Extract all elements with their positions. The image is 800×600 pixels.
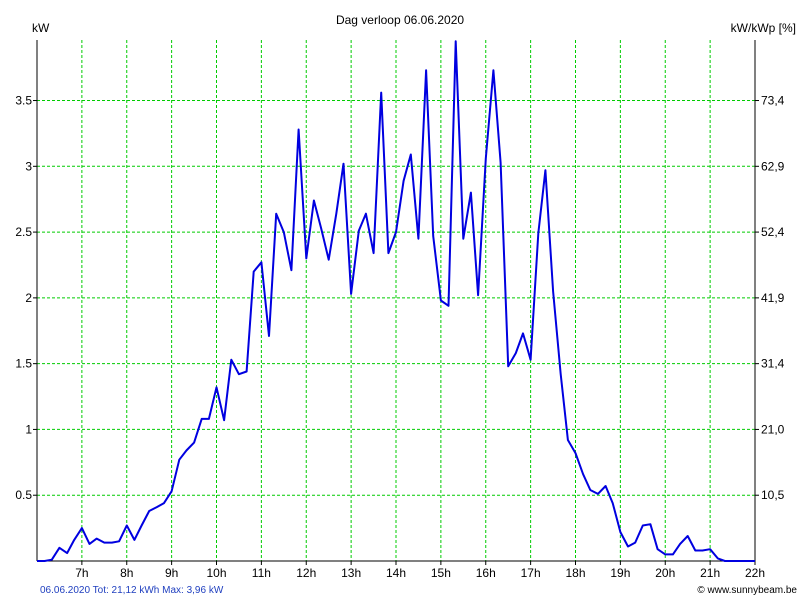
x-tick-label: 20h	[655, 566, 675, 580]
tick-labels: 7h 8h 9h 10h 11h 12h 13h 14h 15h 16h 17h 18h 19h 20h 2…	[15, 94, 784, 580]
y-right-tick-label: 31,4	[761, 357, 785, 371]
x-tick-label: 7h	[75, 566, 88, 580]
grid	[37, 40, 755, 561]
x-tick-label: 19h	[610, 566, 630, 580]
y-left-tick-label: 0.5	[15, 488, 32, 502]
y-left-tick-label: 2	[25, 291, 32, 305]
y-right-tick-label: 52,4	[761, 225, 785, 239]
y-left-tick-label: 2.5	[15, 225, 32, 239]
footer-copyright: © www.sunnybeam.be	[697, 585, 797, 596]
x-tick-label: 9h	[165, 566, 178, 580]
x-tick-label: 22h	[745, 566, 765, 580]
y-axis-left-label: kW	[32, 21, 50, 35]
y-right-tick-label: 21,0	[761, 422, 785, 436]
x-tick-label: 11h	[252, 566, 271, 580]
x-tick-label: 12h	[296, 566, 316, 580]
y-right-tick-label: 62,9	[761, 159, 785, 173]
y-left-tick-label: 1	[25, 422, 32, 436]
y-left-tick-label: 3.5	[15, 94, 32, 108]
chart-title: Dag verloop 06.06.2020	[336, 13, 464, 27]
y-right-tick-label: 10,5	[761, 488, 785, 502]
y-right-tick-label: 41,9	[761, 291, 785, 305]
series-line-power	[37, 40, 755, 562]
x-tick-label: 15h	[431, 566, 451, 580]
y-right-tick-label: 73,4	[761, 94, 785, 108]
x-tick-label: 21h	[700, 566, 720, 580]
x-tick-label: 17h	[521, 566, 541, 580]
x-tick-label: 18h	[565, 566, 585, 580]
y-left-tick-label: 3	[25, 159, 32, 173]
x-tick-label: 8h	[120, 566, 133, 580]
axes	[33, 40, 759, 565]
x-tick-label: 13h	[341, 566, 361, 580]
y-left-tick-label: 1.5	[15, 357, 32, 371]
x-tick-label: 10h	[206, 566, 226, 580]
y-axis-right-label: kW/kWp [%]	[731, 21, 796, 35]
x-tick-label: 16h	[476, 566, 496, 580]
x-tick-label: 14h	[386, 566, 406, 580]
footer-summary: 06.06.2020 Tot: 21,12 kWh Max: 3,96 kW	[40, 585, 224, 596]
